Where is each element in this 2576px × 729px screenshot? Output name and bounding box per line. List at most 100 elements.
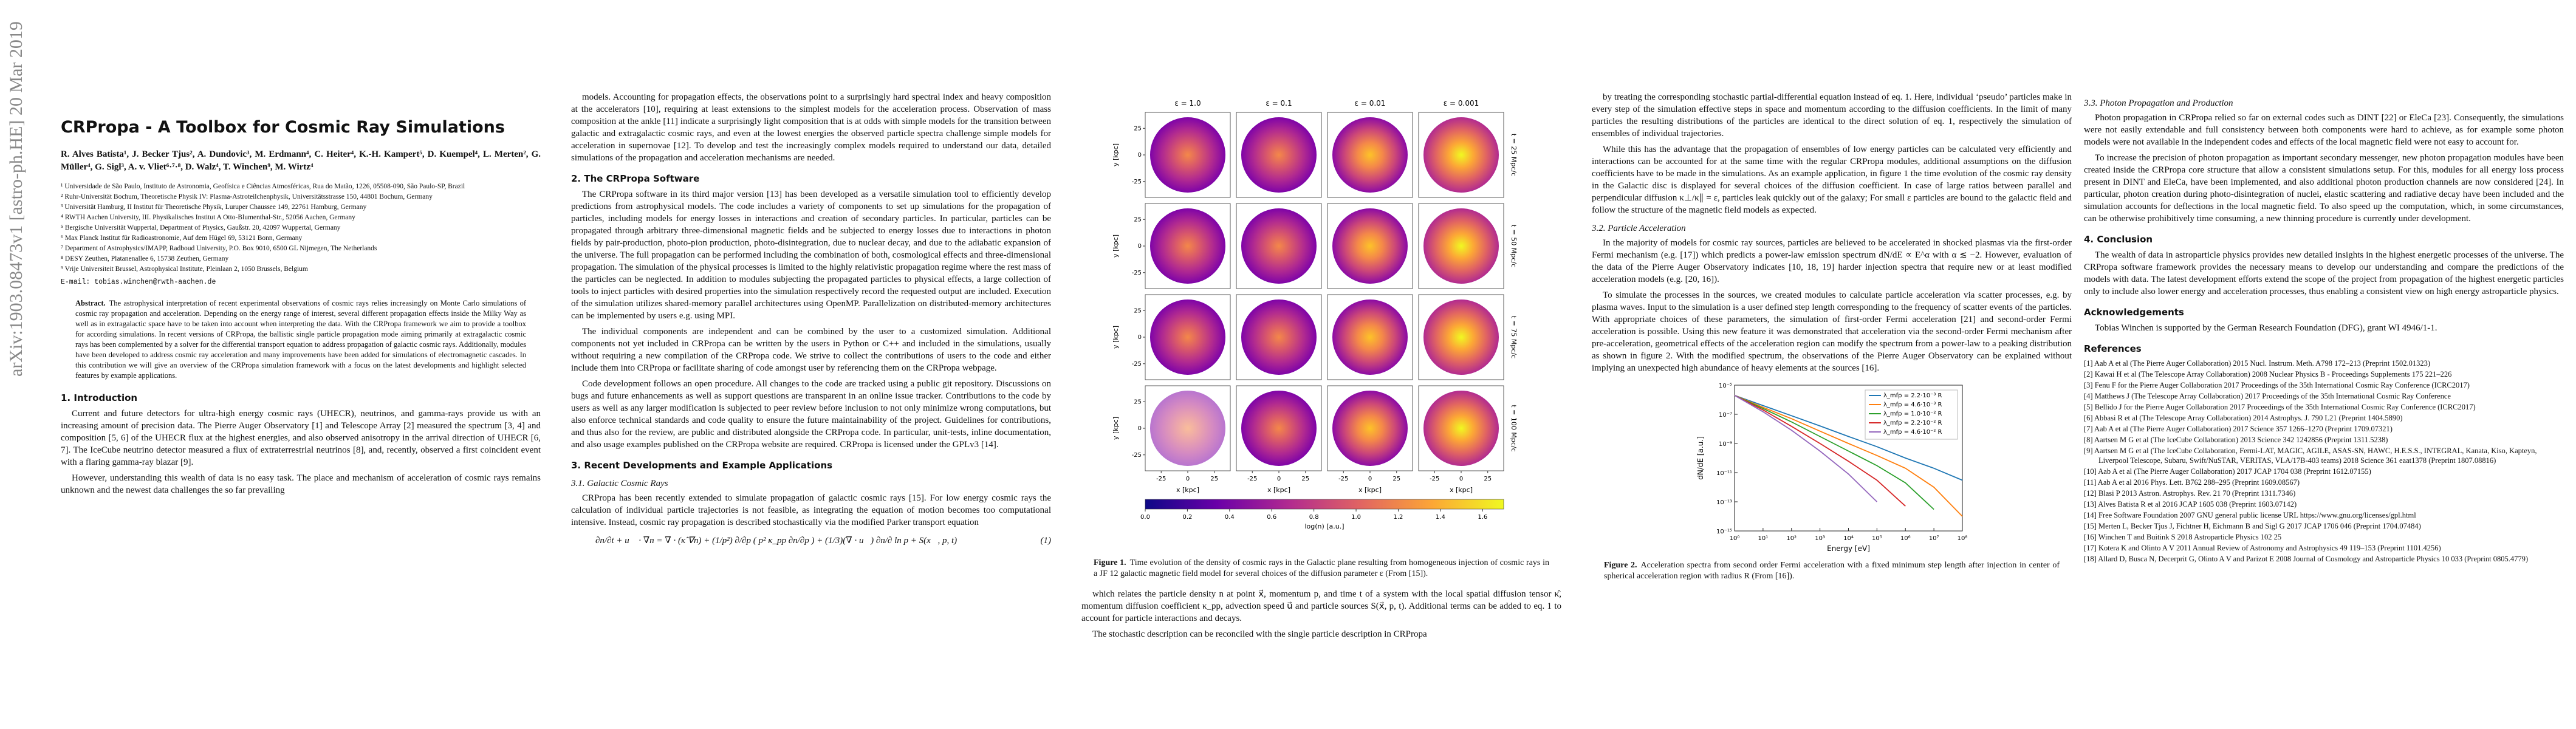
y-tick-label: 0 <box>1138 152 1142 159</box>
y-tick-label: -25 <box>1132 361 1142 368</box>
legend-label: λ_mfp = 2.2·10⁻³ R <box>1883 392 1942 399</box>
legend-label: λ_mfp = 2.2·10⁻² R <box>1883 420 1942 426</box>
x-tick-label: 10⁶ <box>1900 535 1911 542</box>
reference: [16] Winchen T and Buitink S 2018 Astrop… <box>2084 533 2282 541</box>
density-map <box>1423 117 1499 193</box>
reference: [7] Aab A et al (The Pierre Auger Collab… <box>2084 425 2393 433</box>
figure-caption: Figure 1. Time evolution of the density o… <box>1094 558 1549 580</box>
paragraph: CRPropa has been recently extended to si… <box>571 493 1051 527</box>
legend-label: λ_mfp = 4.6·10⁻² R <box>1883 429 1942 436</box>
x-tick-label: -25 <box>1430 476 1439 482</box>
reference: [15] Merten L, Becker Tjus J, Fichtner H… <box>2084 522 2421 530</box>
density-map <box>1332 117 1408 193</box>
legend-label: λ_mfp = 4.6·10⁻³ R <box>1883 402 1942 408</box>
series-line <box>1734 394 1934 510</box>
panel-frame <box>1327 294 1413 380</box>
colorbar-tick-label: 0.8 <box>1309 514 1319 521</box>
density-map <box>1150 391 1225 466</box>
figure-caption-label: Figure 2. <box>1604 561 1637 570</box>
y-tick-label: -25 <box>1132 452 1142 459</box>
paragraph: Photon propagation in CRPropa relied so … <box>2084 113 2564 147</box>
x-tick-label: 10⁴ <box>1843 535 1854 542</box>
x-axis-label: x [kpc] <box>1358 486 1382 494</box>
x-tick-label: 10² <box>1786 535 1797 542</box>
reference: [14] Free Software Foundation 2007 GNU g… <box>2084 511 2416 519</box>
paragraph: Current and future detectors for ultra-h… <box>61 409 541 467</box>
row-label: t = 75 Mpc/c <box>1510 316 1518 358</box>
density-map <box>1241 117 1317 193</box>
paragraph: To increase the precision of photon prop… <box>2084 153 2564 224</box>
equation-body: ∂n/∂t + u⃗ · ∇n = ∇ · (κ̂ ∇n) + (1/p²) ∂… <box>595 536 957 546</box>
abstract: Abstract. The astrophysical interpretatio… <box>75 298 526 381</box>
x-tick-label: -25 <box>1156 476 1166 482</box>
paper-title: CRPropa - A Toolbox for Cosmic Ray Simul… <box>61 118 505 137</box>
density-map <box>1423 208 1499 284</box>
acknowledgement: Tobias Winchen is supported by the Germa… <box>2095 323 2437 333</box>
x-tick-label: 10⁵ <box>1872 535 1882 542</box>
abstract-text: The astrophysical interpretation of rece… <box>75 299 526 380</box>
figure-caption: Figure 2. Acceleration spectra from secon… <box>1604 560 2060 582</box>
figure-1: -25 0 25 y [kpc] t = 25 Mpc/c -25 0 25 y [kpc] t … <box>1112 99 1518 530</box>
x-tick-label: 25 <box>1392 476 1400 482</box>
affiliation: ⁴ RWTH Aachen University, III. Physikali… <box>61 214 355 221</box>
page-5: 3.3. Photon Propagation and Production Ph… <box>2084 91 2564 723</box>
y-tick-label: 25 <box>1134 125 1142 132</box>
affiliation: ² Ruhr-Universität Bochum, Theoretische … <box>61 193 433 200</box>
colorbar-tick-label: 0.0 <box>1140 514 1150 521</box>
density-map <box>1332 208 1408 284</box>
reference: [6] Abbasi R et al (The Telescope Array … <box>2084 414 2403 422</box>
y-tick-label: 25 <box>1134 216 1142 223</box>
colorbar-tick-label: 0.2 <box>1182 514 1192 521</box>
x-tick-label: -25 <box>1247 476 1257 482</box>
x-tick-label: 10⁸ <box>1958 535 1968 542</box>
series-line <box>1734 394 1963 517</box>
row-label: t = 25 Mpc/c <box>1510 134 1518 176</box>
density-map <box>1332 391 1408 466</box>
page-2: models. Accounting for propagation effec… <box>571 91 1051 723</box>
paragraph: Code development follows an open procedu… <box>571 379 1051 450</box>
x-tick-label: -25 <box>1338 476 1348 482</box>
reference: [2] Kawai H et al (The Telescope Array C… <box>2084 370 2452 378</box>
row-label: t = 100 Mpc/c <box>1510 405 1518 451</box>
colorbar <box>1145 499 1504 510</box>
legend-box <box>1865 389 1958 440</box>
affiliation: ³ Universität Hamburg, II Institut für T… <box>61 204 367 211</box>
panel-frame <box>1236 294 1322 380</box>
x-axis-label: x [kpc] <box>1267 486 1290 494</box>
reference: [11] Aab A et al 2016 Phys. Lett. B762 2… <box>2084 478 2300 487</box>
colorbar-tick-label: 1.6 <box>1478 514 1487 521</box>
paragraph: by treating the corresponding stochastic… <box>1592 92 2072 139</box>
colorbar-tick-label: 0.4 <box>1225 514 1235 521</box>
paragraph: To simulate the processes in the sources… <box>1592 290 2072 373</box>
density-map <box>1241 391 1317 466</box>
abstract-label: Abstract. <box>75 299 106 307</box>
y-tick-label: 10⁻¹⁵ <box>1716 529 1732 535</box>
y-tick-label: 10⁻¹³ <box>1716 499 1732 506</box>
paragraph: The CRPropa software in its third major … <box>571 190 1051 321</box>
y-axis-label: y [kpc] <box>1112 326 1120 349</box>
figure-caption-text: Acceleration spectra from second order F… <box>1604 561 2060 581</box>
affiliation: ⁶ Max Planck Institut für Radioastronomi… <box>61 234 303 242</box>
density-map <box>1241 208 1317 284</box>
paragraph: In the majority of models for cosmic ray… <box>1592 238 2072 284</box>
affiliation: ¹ Universidade de São Paulo, Instituto d… <box>61 183 465 190</box>
y-tick-label: 25 <box>1134 307 1142 314</box>
density-map <box>1423 391 1499 466</box>
density-map <box>1332 299 1408 375</box>
paragraph: which relates the particle density n at … <box>1081 589 1561 623</box>
section-heading: Acknowledgements <box>2084 307 2184 318</box>
page-1: CRPropa - A Toolbox for Cosmic Ray Simul… <box>61 73 541 723</box>
affiliation: ⁸ DESY Zeuthen, Platanenallee 6, 15738 Z… <box>61 255 229 262</box>
x-axis-label: x [kpc] <box>1176 486 1199 494</box>
panel-frame <box>1418 203 1504 289</box>
density-map <box>1150 299 1225 375</box>
x-axis-label: x [kpc] <box>1450 486 1473 494</box>
y-tick-label: 0 <box>1138 334 1142 341</box>
subsection-heading: 3.2. Particle Acceleration <box>1592 224 1686 233</box>
reference: [4] Matthews J (The Telescope Array Coll… <box>2084 392 2451 400</box>
reference: [18] Allard D, Busca N, Decerprit G, Oli… <box>2084 555 2529 563</box>
reference: [12] Blasi P 2013 Astron. Astrophys. Rev… <box>2084 489 2296 498</box>
paragraph: However, understanding this wealth of da… <box>61 473 541 495</box>
x-tick-label: 25 <box>1301 476 1309 482</box>
